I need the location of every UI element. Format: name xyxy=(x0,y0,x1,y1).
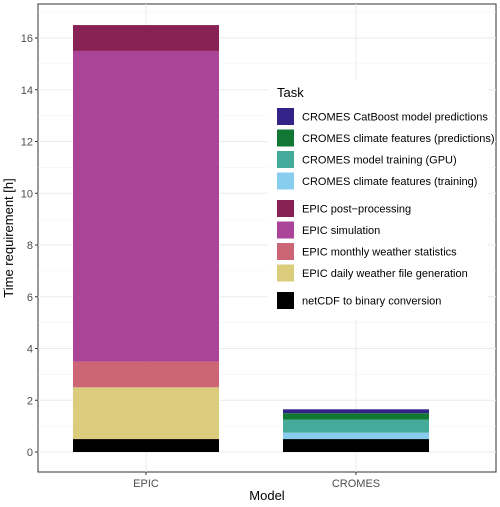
x-tick-label: EPIC xyxy=(133,478,159,490)
bar-cromes-cromes-climate-features-training xyxy=(283,432,429,440)
legend-key xyxy=(277,129,294,147)
y-tick-label: 6 xyxy=(27,292,33,304)
legend-label: netCDF to binary conversion xyxy=(302,296,441,308)
bar-cromes-cromes-climate-features-predictions xyxy=(283,413,429,420)
x-axis-title: Model xyxy=(249,488,285,503)
legend-key xyxy=(277,264,294,282)
y-tick-label: 0 xyxy=(27,447,33,459)
bar-cromes-netcdf-to-binary-conversion xyxy=(283,439,429,452)
x-axis-ticks: EPIC CROMES xyxy=(133,472,380,490)
y-tick-label: 4 xyxy=(27,344,33,356)
legend-key xyxy=(277,221,294,239)
bars xyxy=(73,25,429,452)
bar-epic-epic-post-processing xyxy=(73,25,219,51)
legend-label: EPIC daily weather file generation xyxy=(302,268,468,280)
bar-epic-epic-daily-weather-file-generation xyxy=(73,387,219,440)
legend-label: EPIC post−processing xyxy=(302,204,411,216)
y-tick-label: 12 xyxy=(21,137,33,149)
bar-epic-epic-simulation xyxy=(73,50,219,362)
y-axis-ticks: 0 2 4 6 8 10 12 14 16 xyxy=(21,33,38,459)
bar-cromes-cromes-model-training-gpu xyxy=(283,419,429,433)
legend-label: CROMES model training (GPU) xyxy=(302,155,457,167)
legend-key xyxy=(277,292,294,309)
legend-key xyxy=(277,243,294,260)
y-tick-label: 14 xyxy=(21,85,33,97)
y-tick-label: 10 xyxy=(21,188,33,200)
legend-label: EPIC monthly weather statistics xyxy=(302,247,457,259)
legend-title: Task xyxy=(277,85,304,100)
y-tick-label: 2 xyxy=(27,395,33,407)
y-tick-label: 8 xyxy=(27,240,33,252)
legend-key xyxy=(277,108,294,125)
legend-key xyxy=(277,151,294,168)
y-tick-label: 16 xyxy=(21,33,33,45)
y-axis-title: Time requirement [h] xyxy=(1,178,16,297)
legend-key xyxy=(277,200,294,217)
legend-key xyxy=(277,172,294,190)
bar-epic-epic-monthly-weather-statistics xyxy=(73,361,219,388)
legend-label: CROMES CatBoost model predictions xyxy=(302,112,488,124)
legend: Task CROMES CatBoost model predictions CRO… xyxy=(268,80,495,320)
bar-epic-netcdf-to-binary-conversion xyxy=(73,439,219,452)
x-tick-label: CROMES xyxy=(332,478,380,490)
bar-cromes-cromes-catboost-model-predictions xyxy=(283,409,429,414)
legend-label: EPIC simulation xyxy=(302,225,380,237)
legend-background xyxy=(268,80,488,320)
legend-label: CROMES climate features (training) xyxy=(302,176,477,188)
legend-label: CROMES climate features (predictions) xyxy=(302,133,495,145)
